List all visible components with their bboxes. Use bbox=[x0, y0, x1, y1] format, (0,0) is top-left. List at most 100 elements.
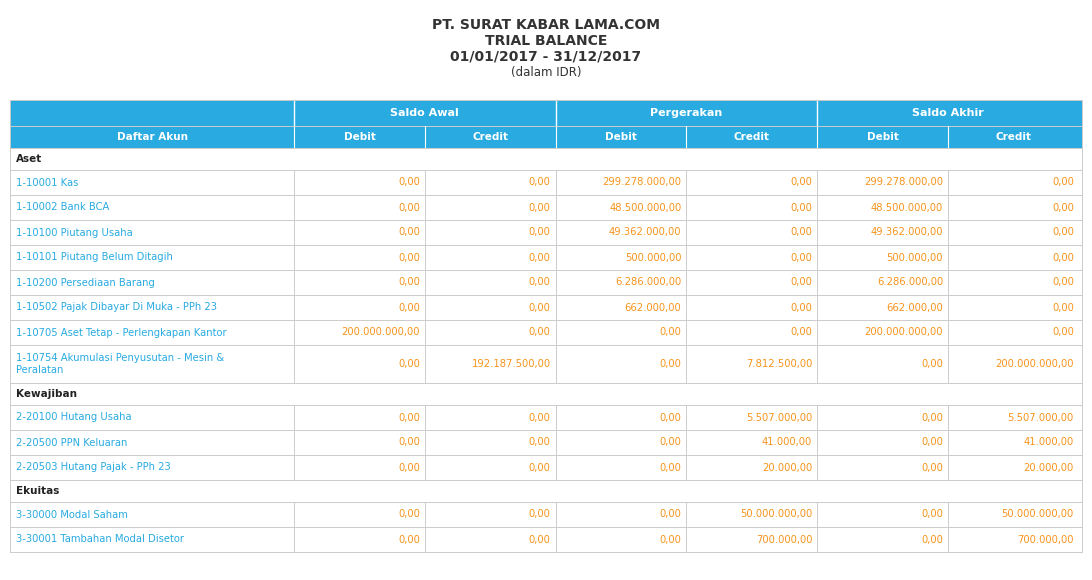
Text: 0,00: 0,00 bbox=[529, 437, 550, 448]
Text: 0,00: 0,00 bbox=[397, 277, 419, 288]
Text: 0,00: 0,00 bbox=[660, 509, 681, 520]
Text: 5.507.000,00: 5.507.000,00 bbox=[1008, 412, 1073, 422]
Text: Aset: Aset bbox=[16, 154, 43, 164]
Text: 0,00: 0,00 bbox=[660, 535, 681, 545]
Text: 0,00: 0,00 bbox=[397, 227, 419, 237]
Text: 48.500.000,00: 48.500.000,00 bbox=[609, 202, 681, 212]
Text: 0,00: 0,00 bbox=[922, 535, 943, 545]
Text: 0,00: 0,00 bbox=[397, 202, 419, 212]
Text: 1-10101 Piutang Belum Ditagih: 1-10101 Piutang Belum Ditagih bbox=[16, 252, 173, 263]
Text: 0,00: 0,00 bbox=[922, 462, 943, 473]
Text: 0,00: 0,00 bbox=[922, 359, 943, 369]
Text: 700.000,00: 700.000,00 bbox=[1018, 535, 1073, 545]
Text: 6.286.000,00: 6.286.000,00 bbox=[615, 277, 681, 288]
Text: 0,00: 0,00 bbox=[529, 202, 550, 212]
Text: 0,00: 0,00 bbox=[529, 535, 550, 545]
Text: 0,00: 0,00 bbox=[397, 359, 419, 369]
Text: Debit: Debit bbox=[344, 132, 376, 142]
Text: 192.187.500,00: 192.187.500,00 bbox=[472, 359, 550, 369]
Text: Credit: Credit bbox=[472, 132, 508, 142]
Text: Credit: Credit bbox=[734, 132, 770, 142]
Text: TRIAL BALANCE: TRIAL BALANCE bbox=[485, 34, 607, 48]
Bar bbox=[10, 405, 1082, 430]
Bar bbox=[10, 383, 1082, 405]
Text: 299.278.000,00: 299.278.000,00 bbox=[864, 177, 943, 187]
Bar bbox=[10, 126, 1082, 148]
Text: Kewajiban: Kewajiban bbox=[16, 389, 78, 399]
Text: 0,00: 0,00 bbox=[1052, 252, 1073, 263]
Text: 0,00: 0,00 bbox=[529, 227, 550, 237]
Text: 49.362.000,00: 49.362.000,00 bbox=[870, 227, 943, 237]
Text: 5.507.000,00: 5.507.000,00 bbox=[746, 412, 812, 422]
Text: 0,00: 0,00 bbox=[1052, 177, 1073, 187]
Text: Pergerakan: Pergerakan bbox=[651, 108, 723, 118]
Bar bbox=[10, 455, 1082, 480]
Text: 0,00: 0,00 bbox=[660, 359, 681, 369]
Bar bbox=[10, 148, 1082, 170]
Text: 0,00: 0,00 bbox=[1052, 303, 1073, 313]
Text: 01/01/2017 - 31/12/2017: 01/01/2017 - 31/12/2017 bbox=[450, 50, 642, 64]
Text: 48.500.000,00: 48.500.000,00 bbox=[870, 202, 943, 212]
Bar bbox=[10, 430, 1082, 455]
Text: 20.000,00: 20.000,00 bbox=[1023, 462, 1073, 473]
Text: 200.000.000,00: 200.000.000,00 bbox=[995, 359, 1073, 369]
Text: 0,00: 0,00 bbox=[529, 177, 550, 187]
Text: 0,00: 0,00 bbox=[922, 412, 943, 422]
Text: 0,00: 0,00 bbox=[791, 328, 812, 338]
Text: 0,00: 0,00 bbox=[397, 437, 419, 448]
Bar bbox=[10, 270, 1082, 295]
Text: 0,00: 0,00 bbox=[791, 303, 812, 313]
Text: 662.000,00: 662.000,00 bbox=[625, 303, 681, 313]
Text: 0,00: 0,00 bbox=[660, 462, 681, 473]
Bar bbox=[10, 195, 1082, 220]
Text: 0,00: 0,00 bbox=[660, 437, 681, 448]
Text: 3-30001 Tambahan Modal Disetor: 3-30001 Tambahan Modal Disetor bbox=[16, 535, 183, 545]
Bar bbox=[10, 345, 1082, 383]
Text: 0,00: 0,00 bbox=[529, 277, 550, 288]
Text: 299.278.000,00: 299.278.000,00 bbox=[603, 177, 681, 187]
Text: 0,00: 0,00 bbox=[791, 252, 812, 263]
Text: 200.000.000,00: 200.000.000,00 bbox=[865, 328, 943, 338]
Text: 0,00: 0,00 bbox=[397, 509, 419, 520]
Text: 0,00: 0,00 bbox=[791, 177, 812, 187]
Text: 0,00: 0,00 bbox=[529, 303, 550, 313]
Bar bbox=[10, 527, 1082, 552]
Text: 0,00: 0,00 bbox=[529, 412, 550, 422]
Text: 500.000,00: 500.000,00 bbox=[625, 252, 681, 263]
Text: 0,00: 0,00 bbox=[529, 252, 550, 263]
Text: 0,00: 0,00 bbox=[397, 462, 419, 473]
Text: 1-10001 Kas: 1-10001 Kas bbox=[16, 177, 79, 187]
Text: 0,00: 0,00 bbox=[397, 177, 419, 187]
Text: 2-20100 Hutang Usaha: 2-20100 Hutang Usaha bbox=[16, 412, 132, 422]
Text: 6.286.000,00: 6.286.000,00 bbox=[877, 277, 943, 288]
Text: 2-20503 Hutang Pajak - PPh 23: 2-20503 Hutang Pajak - PPh 23 bbox=[16, 462, 170, 473]
Text: 0,00: 0,00 bbox=[660, 412, 681, 422]
Bar bbox=[10, 502, 1082, 527]
Text: 1-10002 Bank BCA: 1-10002 Bank BCA bbox=[16, 202, 109, 212]
Text: 50.000.000,00: 50.000.000,00 bbox=[1001, 509, 1073, 520]
Text: 0,00: 0,00 bbox=[529, 462, 550, 473]
Text: 41.000,00: 41.000,00 bbox=[1023, 437, 1073, 448]
Text: Credit: Credit bbox=[996, 132, 1031, 142]
Bar bbox=[10, 320, 1082, 345]
Text: 0,00: 0,00 bbox=[397, 303, 419, 313]
Bar bbox=[10, 295, 1082, 320]
Text: 0,00: 0,00 bbox=[529, 328, 550, 338]
Text: 0,00: 0,00 bbox=[529, 509, 550, 520]
Text: 2-20500 PPN Keluaran: 2-20500 PPN Keluaran bbox=[16, 437, 128, 448]
Text: 0,00: 0,00 bbox=[1052, 277, 1073, 288]
Text: 3-30000 Modal Saham: 3-30000 Modal Saham bbox=[16, 509, 128, 520]
Text: 0,00: 0,00 bbox=[791, 227, 812, 237]
Text: 1-10502 Pajak Dibayar Di Muka - PPh 23: 1-10502 Pajak Dibayar Di Muka - PPh 23 bbox=[16, 303, 217, 313]
Text: 700.000,00: 700.000,00 bbox=[756, 535, 812, 545]
Text: 50.000.000,00: 50.000.000,00 bbox=[740, 509, 812, 520]
Bar bbox=[10, 170, 1082, 195]
Text: 1-10754 Akumulasi Penyusutan - Mesin &
Peralatan: 1-10754 Akumulasi Penyusutan - Mesin & P… bbox=[16, 353, 224, 375]
Text: (dalam IDR): (dalam IDR) bbox=[511, 66, 581, 79]
Text: 0,00: 0,00 bbox=[922, 509, 943, 520]
Bar bbox=[10, 245, 1082, 270]
Text: 49.362.000,00: 49.362.000,00 bbox=[609, 227, 681, 237]
Text: 0,00: 0,00 bbox=[791, 277, 812, 288]
Text: 20.000,00: 20.000,00 bbox=[762, 462, 812, 473]
Text: 662.000,00: 662.000,00 bbox=[887, 303, 943, 313]
